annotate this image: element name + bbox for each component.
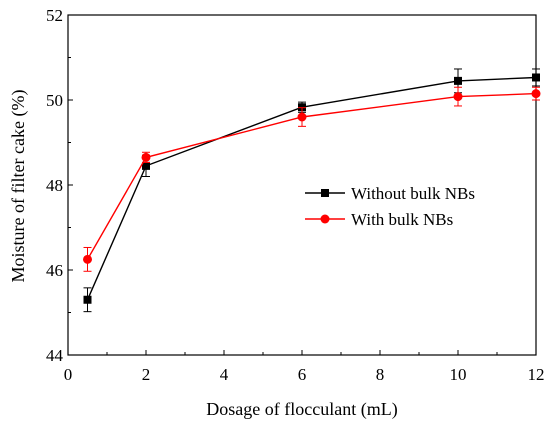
x-tick-label: 6 [298, 365, 307, 384]
data-point [531, 89, 541, 99]
x-tick-label: 0 [64, 365, 73, 384]
x-tick-label: 8 [376, 365, 385, 384]
data-point [320, 214, 330, 224]
legend-item: Without bulk NBs [305, 184, 475, 203]
x-tick-label: 10 [450, 365, 467, 384]
data-point [83, 295, 92, 304]
data-point [321, 189, 329, 197]
y-tick-label: 50 [46, 91, 63, 110]
x-axis: 0 2 4 6 8 10 12 [64, 350, 545, 384]
data-point [454, 76, 462, 85]
data-point [141, 152, 151, 162]
legend: Without bulk NBs With bulk NBs [305, 184, 475, 229]
data-point [532, 73, 540, 82]
y-axis: 44 46 48 50 52 [46, 6, 73, 365]
legend-label: With bulk NBs [351, 210, 453, 229]
y-tick-label: 44 [46, 346, 64, 365]
x-tick-label: 4 [220, 365, 229, 384]
series-layer [83, 68, 541, 313]
x-tick-label: 12 [528, 365, 545, 384]
data-point [297, 112, 307, 122]
y-tick-label: 52 [46, 6, 63, 25]
legend-label: Without bulk NBs [351, 184, 475, 203]
data-point [453, 92, 463, 102]
y-axis-title: Moisture of filter cake (%) [8, 90, 29, 283]
series-line [86, 92, 537, 260]
series-2 [83, 86, 541, 272]
data-point [142, 161, 150, 170]
legend-item: With bulk NBs [305, 210, 453, 229]
x-axis-title: Dosage of flocculant (mL) [206, 399, 397, 420]
x-tick-label: 2 [142, 365, 151, 384]
data-point [83, 254, 92, 264]
y-tick-label: 46 [46, 261, 63, 280]
y-tick-label: 48 [46, 176, 63, 195]
